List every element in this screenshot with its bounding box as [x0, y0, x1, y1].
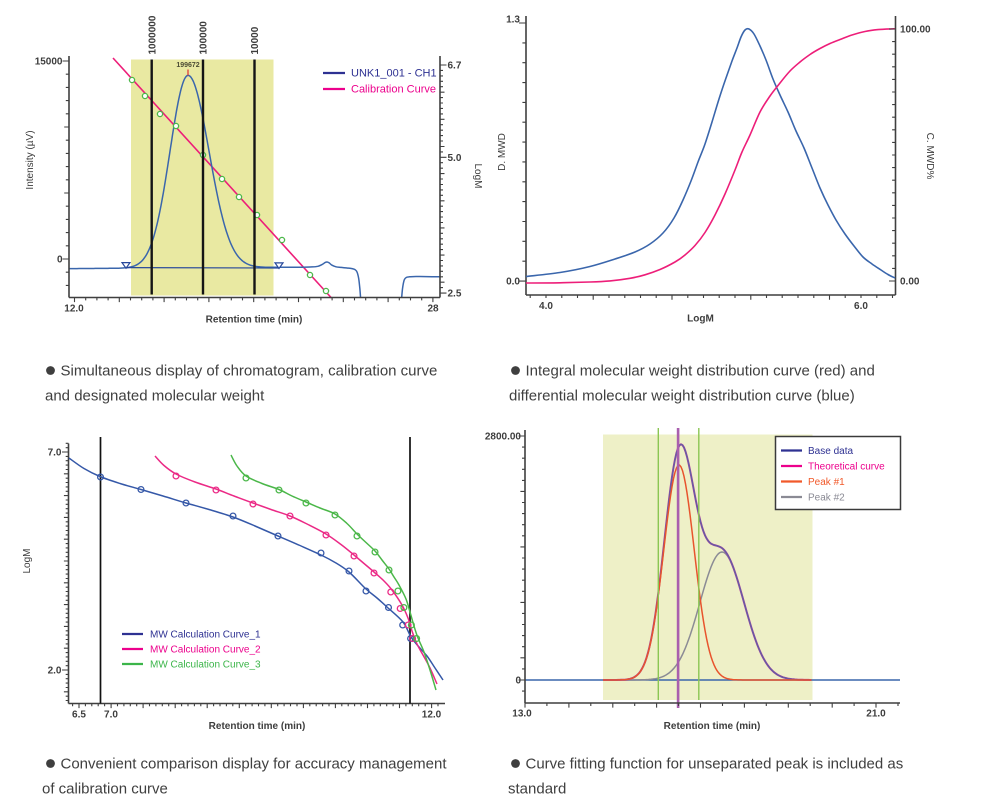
svg-text:1000000: 1000000 [147, 15, 158, 54]
svg-text:Peak #1: Peak #1 [808, 477, 845, 488]
svg-text:1.3: 1.3 [506, 15, 520, 26]
svg-text:C. MWD%: C. MWD% [924, 133, 935, 180]
svg-text:D. MWD: D. MWD [497, 133, 508, 171]
svg-text:Curve fitting function for uns: Curve fitting function for unseparated p… [526, 756, 904, 773]
svg-text:LogM: LogM [22, 548, 33, 573]
svg-text:15000: 15000 [35, 57, 63, 68]
svg-text:differential molecular weight: differential molecular weight distributi… [509, 388, 855, 405]
svg-text:21.0: 21.0 [866, 709, 886, 720]
svg-text:6.0: 6.0 [854, 301, 868, 312]
svg-text:standard: standard [508, 781, 566, 798]
svg-text:Convenient comparison display: Convenient comparison display for accura… [61, 756, 448, 773]
svg-text:2.0: 2.0 [48, 666, 62, 677]
svg-text:7.0: 7.0 [48, 448, 62, 459]
svg-text:0: 0 [57, 255, 63, 266]
svg-text:199672: 199672 [176, 62, 199, 69]
svg-text:Integral molecular weight dist: Integral molecular weight distribution c… [526, 363, 875, 380]
svg-text:Retention time (min): Retention time (min) [664, 721, 761, 732]
svg-text:12.0: 12.0 [64, 304, 84, 315]
svg-text:100000: 100000 [199, 21, 210, 55]
svg-text:100.00: 100.00 [900, 25, 931, 36]
svg-text:0.00: 0.00 [900, 277, 920, 288]
svg-text:Simultaneous display of chroma: Simultaneous display of chromatogram, ca… [61, 363, 438, 380]
svg-text:MW Calculation Curve_2: MW Calculation Curve_2 [150, 645, 261, 656]
svg-text:of calibration curve: of calibration curve [42, 781, 168, 798]
svg-text:Calibration Curve: Calibration Curve [351, 84, 436, 96]
svg-text:4.0: 4.0 [539, 301, 553, 312]
svg-text:2800.00: 2800.00 [485, 432, 522, 443]
svg-text:LogM: LogM [687, 314, 714, 325]
svg-text:MW Calculation Curve_3: MW Calculation Curve_3 [150, 660, 261, 671]
svg-text:13.0: 13.0 [512, 709, 532, 720]
svg-text:10000: 10000 [250, 26, 261, 54]
svg-text:12.0: 12.0 [422, 710, 442, 721]
svg-text:7.0: 7.0 [104, 710, 118, 721]
svg-text:Retention time (min): Retention time (min) [206, 315, 303, 326]
svg-text:0.0: 0.0 [506, 277, 520, 288]
svg-text:UNK1_001 - CH1: UNK1_001 - CH1 [351, 68, 437, 80]
svg-text:5.0: 5.0 [448, 153, 462, 164]
svg-text:LogM: LogM [472, 163, 483, 188]
svg-text:28: 28 [427, 304, 439, 315]
svg-text:Retention time (min): Retention time (min) [209, 721, 306, 732]
svg-text:0: 0 [515, 676, 521, 687]
svg-text:Peak #2: Peak #2 [808, 493, 845, 504]
svg-text:Theoretical curve: Theoretical curve [808, 462, 885, 473]
svg-text:Base data: Base data [808, 446, 853, 457]
svg-text:MW Calculation Curve_1: MW Calculation Curve_1 [150, 630, 261, 641]
svg-text:and designated molecular weigh: and designated molecular weight [45, 388, 265, 405]
svg-text:Intensity (µV): Intensity (µV) [25, 130, 36, 189]
svg-text:6.5: 6.5 [72, 710, 86, 721]
svg-text:2.5: 2.5 [448, 289, 462, 300]
svg-text:6.7: 6.7 [448, 61, 462, 72]
